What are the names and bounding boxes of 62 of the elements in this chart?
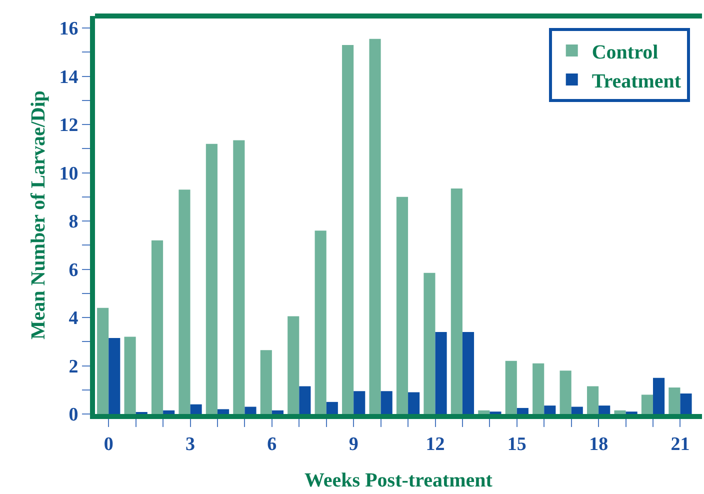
bar [516,408,528,414]
legend-label: Treatment [592,70,682,92]
bar [462,332,474,414]
bar [587,386,599,414]
bar [260,350,272,414]
x-tick-label: 21 [670,434,690,455]
x-tick-label: 18 [589,434,608,455]
y-tick-label: 6 [68,260,78,281]
x-tick-label: 6 [267,434,277,455]
x-tick-label: 9 [348,434,358,455]
bar [435,332,447,414]
bar [641,394,653,414]
bar [326,402,338,414]
bar [380,391,392,414]
y-tick-label: 16 [59,18,78,40]
y-tick-label: 14 [59,66,79,88]
bar [206,144,218,414]
bar [314,230,326,414]
y-tick-label: 2 [68,356,78,378]
x-tick-label: 0 [104,434,114,455]
x-axis-title: Weeks Post-treatment [304,469,493,492]
bar [450,188,462,414]
bar [342,44,354,414]
y-tick-label: 4 [68,308,79,330]
bar [190,404,202,414]
bar [244,406,256,414]
bar [408,392,420,414]
bar [163,410,175,414]
x-tick-label: 12 [426,434,445,455]
bar [97,308,109,414]
bar [571,406,583,414]
bar [369,38,381,414]
bar [478,410,490,414]
bar [108,338,120,414]
bar [544,406,556,414]
bar [653,378,665,414]
bar [614,410,626,414]
x-tick-label: 3 [186,434,196,455]
bar [668,387,680,414]
bar [396,196,408,414]
bar [560,370,572,414]
bar [299,386,311,414]
y-tick-label: 10 [59,163,78,184]
bar [217,409,230,414]
bar [354,391,366,414]
bar [505,360,517,414]
bar [124,336,136,414]
bar [151,240,164,414]
bar [233,140,245,414]
bar [680,394,692,414]
x-tick-label: 15 [507,434,526,455]
y-axis-title: Mean Number of Larvae/Dip [28,90,50,340]
bar [424,272,436,414]
bar [272,410,284,414]
y-tick-label: 12 [59,115,78,136]
y-tick-label: 0 [68,404,78,426]
bar [288,316,300,414]
bar [178,190,190,414]
y-tick-label: 8 [68,212,78,233]
bar [532,363,544,414]
bar [598,406,610,414]
legend-label: Control [592,41,659,64]
